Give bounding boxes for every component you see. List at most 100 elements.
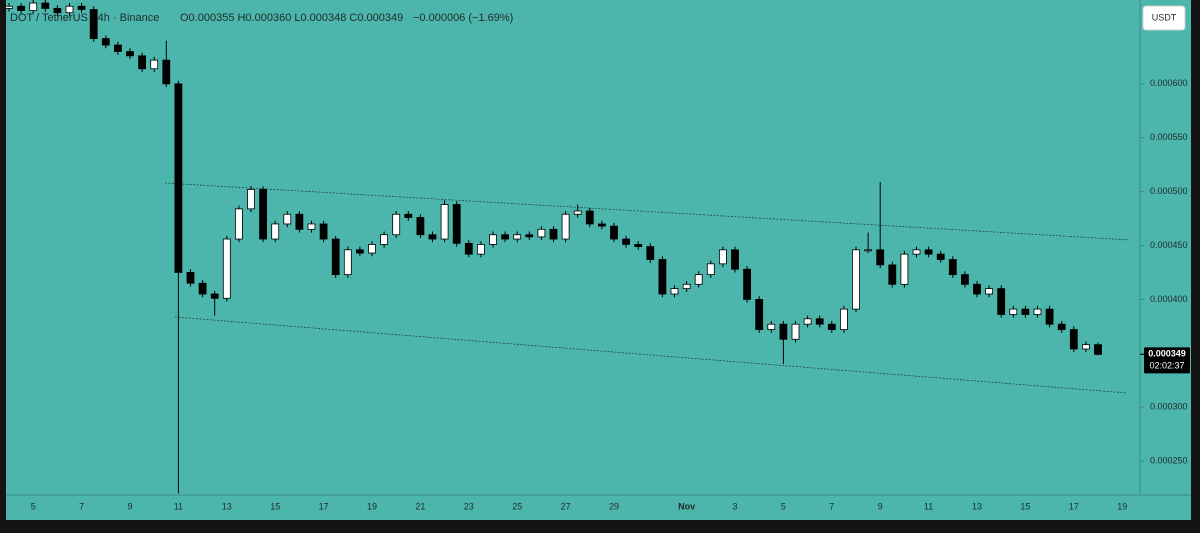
candle-body — [501, 234, 510, 240]
candle-body — [852, 249, 860, 310]
candle-body — [948, 259, 957, 276]
y-tick-label: 0.000450 — [1150, 240, 1188, 250]
candle-body — [719, 249, 727, 265]
x-tick-label: 5 — [781, 501, 786, 511]
x-tick-label: 15 — [1020, 501, 1030, 511]
candle-body — [428, 234, 437, 240]
x-tick-label: 9 — [127, 501, 132, 511]
candle-body — [1069, 329, 1078, 350]
candle-body — [731, 249, 739, 270]
candle-body — [77, 5, 86, 10]
x-tick-label: 25 — [512, 501, 522, 511]
symbol: DOT / TetherUS · 4h · Binance — [10, 12, 159, 24]
candle-body — [101, 38, 110, 46]
candle-body — [561, 213, 570, 240]
candle-body — [1094, 344, 1102, 355]
candle-body — [138, 55, 147, 70]
candle-body — [126, 51, 134, 57]
x-tick-label: 3 — [732, 501, 737, 511]
candle-body — [53, 8, 62, 14]
y-tick-label: 0.000400 — [1150, 294, 1188, 304]
candle-body — [1045, 308, 1054, 325]
candle-body — [936, 253, 945, 260]
candle-body — [380, 234, 389, 245]
candle-body — [876, 249, 885, 266]
candle-body — [259, 189, 268, 240]
candle-body — [331, 238, 340, 276]
candle-body — [622, 238, 630, 245]
candle-body — [779, 323, 788, 340]
candle-body — [368, 244, 376, 254]
countdown: 02:02:37 — [1149, 361, 1184, 371]
candle-body — [174, 83, 183, 273]
x-tick-label: 9 — [878, 501, 883, 511]
candle-body — [1057, 323, 1066, 330]
candle-body — [440, 204, 449, 240]
ohlc: O0.000355 H0.000360 L0.000348 C0.000349 — [180, 12, 403, 24]
candle-body — [646, 246, 655, 260]
candle-body — [900, 253, 909, 285]
candle-body — [682, 283, 691, 290]
candle-body — [912, 249, 921, 255]
candle-body — [392, 213, 401, 236]
last-price-box — [1144, 347, 1190, 374]
x-tick-label: 13 — [222, 501, 232, 511]
candle-body — [743, 268, 751, 300]
candle-body — [864, 249, 872, 252]
candle-body — [670, 288, 679, 295]
candle-body — [1082, 344, 1090, 350]
candle-body — [985, 288, 993, 295]
last-price-label: 0.000349 — [1148, 349, 1186, 359]
x-tick-label: 17 — [319, 501, 329, 511]
x-tick-label: 19 — [1117, 501, 1127, 511]
candle-body — [973, 283, 981, 295]
candle-body — [343, 249, 352, 276]
candle-body — [888, 264, 897, 285]
currency-button[interactable] — [1142, 5, 1186, 31]
candle-body — [283, 213, 292, 225]
x-tick-label: 5 — [31, 501, 36, 511]
candle-body — [65, 5, 74, 14]
candle-body — [186, 272, 195, 284]
candle-body — [598, 223, 606, 227]
candle-body — [658, 259, 667, 295]
candle-body — [29, 2, 38, 11]
chart-background — [6, 0, 1191, 520]
candle-body — [247, 189, 255, 210]
y-tick-label: 0.000250 — [1150, 455, 1188, 465]
candle-body — [585, 210, 594, 225]
candle-body — [525, 234, 534, 238]
candle-body — [755, 298, 764, 330]
y-tick-label: 0.000600 — [1150, 78, 1188, 88]
candle-body — [791, 323, 800, 340]
candle-body — [840, 308, 848, 330]
candle-body — [694, 274, 703, 285]
candle-body — [234, 208, 243, 240]
candle-body — [307, 223, 316, 230]
candle-body — [924, 249, 933, 255]
candle-body — [210, 293, 219, 299]
candle-body — [537, 228, 546, 238]
candle-body — [271, 223, 280, 240]
change: −0.000006 (−1.69%) — [413, 12, 513, 24]
candle-body — [997, 288, 1006, 315]
x-tick-label: 7 — [79, 501, 84, 511]
candle-body — [452, 204, 461, 244]
candle-body — [355, 249, 364, 254]
x-tick-label: 7 — [829, 501, 834, 511]
x-tick-label: 11 — [174, 501, 183, 511]
candle-body — [1021, 308, 1030, 315]
candle-body — [295, 213, 304, 230]
x-tick-label: 13 — [972, 501, 982, 511]
candle-body — [815, 318, 824, 325]
candle-body — [17, 5, 26, 11]
candle-body — [1009, 308, 1018, 315]
y-tick-label: 0.000300 — [1150, 402, 1188, 412]
currency-button-label[interactable]: USDT — [1152, 12, 1177, 22]
candle-body — [489, 234, 497, 245]
x-tick-label: 15 — [270, 501, 280, 511]
candle-body — [961, 274, 969, 285]
trend-line-upper — [164, 182, 1131, 241]
